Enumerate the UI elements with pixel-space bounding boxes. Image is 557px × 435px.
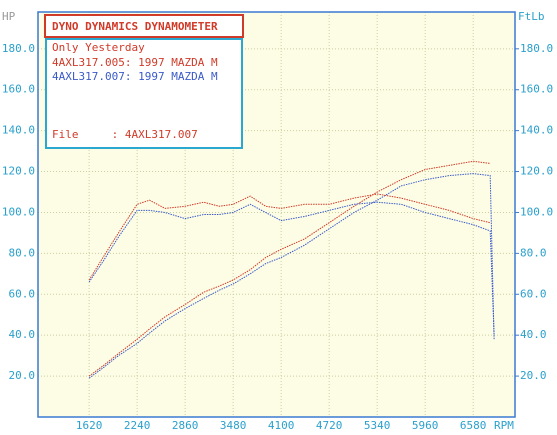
lines — [88, 161, 498, 379]
y2-tick-label: 40.0 — [520, 328, 547, 341]
legend-title-box — [44, 14, 244, 38]
x-tick-label: 1620 — [76, 419, 103, 432]
x-tick-label: 5960 — [412, 419, 439, 432]
y2-tick-label: 80.0 — [520, 246, 547, 259]
y-tick-label: 40.0 — [9, 328, 36, 341]
x-tick-label: 2860 — [172, 419, 199, 432]
y2-tick-label: 160.0 — [520, 83, 553, 96]
x-tick-label: 2240 — [124, 419, 151, 432]
x-tick-label: 4100 — [268, 419, 295, 432]
series-line — [88, 173, 495, 379]
x-tick-label: 3480 — [220, 419, 247, 432]
y-tick-label: 180.0 — [2, 42, 35, 55]
y-tick-label: 120.0 — [2, 165, 35, 178]
legend-heading: Only Yesterday — [52, 41, 145, 54]
legend-title: DYNO DYNAMICS DYNAMOMETER — [52, 20, 218, 33]
legend-box — [45, 38, 243, 149]
y2-tick-label: 20.0 — [520, 369, 547, 382]
legend-entry: 4AXL317.007: 1997 MAZDA M — [52, 70, 218, 83]
x-axis-label: RPM — [494, 419, 514, 432]
series-line — [88, 201, 495, 336]
y2-tick-label: 180.0 — [520, 42, 553, 55]
y-tick-label: 100.0 — [2, 205, 35, 218]
legend: DYNO DYNAMICS DYNAMOMETER Only Yesterday… — [44, 14, 244, 149]
y-tick-label: 140.0 — [2, 124, 35, 137]
y2-tick-label: 120.0 — [520, 165, 553, 178]
x-tick-label: 6580 — [460, 419, 487, 432]
legend-file: File : 4AXL317.007 — [52, 128, 198, 141]
y2-tick-label: 60.0 — [520, 287, 547, 300]
y-tick-label: 20.0 — [9, 369, 36, 382]
y-tick-label: 80.0 — [9, 246, 36, 259]
y2-tick-label: 140.0 — [520, 124, 553, 137]
y2-tick-label: 100.0 — [520, 205, 553, 218]
plot-border — [37, 11, 516, 418]
y-tick-label: 60.0 — [9, 287, 36, 300]
x-tick-label: 4720 — [316, 419, 343, 432]
x-tick-label: 5340 — [364, 419, 391, 432]
y-tick-label: 160.0 — [2, 83, 35, 96]
y-axis-label: HP — [2, 10, 16, 23]
y2-axis-label: FtLb — [518, 10, 545, 23]
legend-entry: 4AXL317.005: 1997 MAZDA M — [52, 56, 218, 69]
